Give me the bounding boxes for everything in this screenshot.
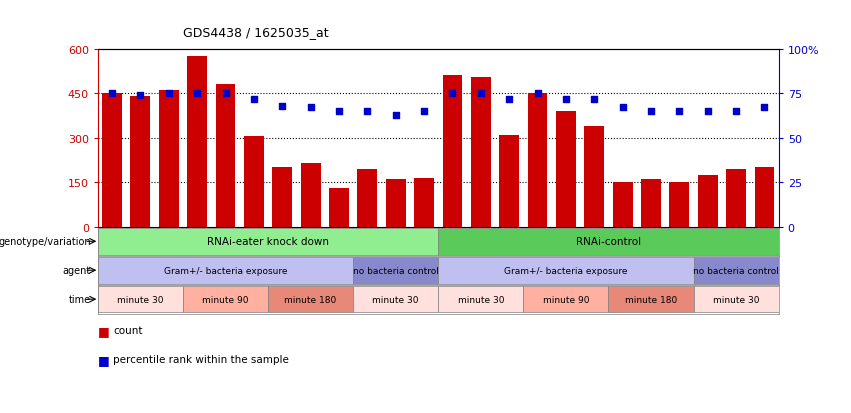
Point: [474, 91, 488, 97]
Point: [446, 91, 460, 97]
Point: [276, 103, 289, 110]
Text: RNAi-eater knock down: RNAi-eater knock down: [207, 237, 329, 247]
Text: percentile rank within the sample: percentile rank within the sample: [113, 354, 289, 364]
Text: minute 180: minute 180: [625, 295, 677, 304]
Bar: [528, 94, 547, 227]
Bar: [471, 78, 491, 227]
Point: [191, 91, 204, 97]
Bar: [329, 189, 349, 227]
Bar: [755, 168, 774, 227]
Bar: [386, 180, 406, 227]
Text: GDS4438 / 1625035_at: GDS4438 / 1625035_at: [183, 26, 328, 39]
Point: [729, 109, 743, 115]
Bar: [641, 180, 661, 227]
Text: minute 30: minute 30: [373, 295, 419, 304]
Text: genotype/variation: genotype/variation: [0, 237, 91, 247]
Bar: [353, 257, 438, 284]
Text: ■: ■: [98, 324, 110, 337]
Point: [757, 105, 771, 112]
Text: minute 90: minute 90: [203, 295, 248, 304]
Point: [672, 109, 686, 115]
Point: [162, 91, 175, 97]
Bar: [698, 176, 717, 227]
Text: RNAi-control: RNAi-control: [576, 237, 641, 247]
Bar: [438, 286, 523, 313]
Point: [502, 96, 516, 102]
Bar: [443, 76, 462, 227]
Bar: [438, 257, 694, 284]
Text: agent: agent: [63, 266, 91, 275]
Bar: [353, 286, 438, 313]
Bar: [694, 257, 779, 284]
Bar: [102, 94, 122, 227]
Bar: [98, 228, 438, 255]
Bar: [98, 286, 183, 313]
Bar: [215, 85, 236, 227]
Text: no bacteria control: no bacteria control: [694, 266, 779, 275]
Text: time: time: [69, 294, 91, 304]
Text: minute 180: minute 180: [284, 295, 337, 304]
Bar: [523, 286, 608, 313]
Bar: [272, 168, 292, 227]
Point: [247, 96, 260, 102]
Point: [701, 109, 715, 115]
Point: [644, 109, 658, 115]
Bar: [613, 183, 632, 227]
Bar: [159, 91, 179, 227]
Point: [332, 109, 346, 115]
Bar: [556, 112, 576, 227]
Point: [106, 91, 119, 97]
Point: [361, 109, 374, 115]
Bar: [670, 183, 689, 227]
Bar: [130, 97, 151, 227]
Point: [559, 96, 573, 102]
Bar: [500, 135, 519, 227]
Bar: [300, 164, 321, 227]
Text: minute 90: minute 90: [543, 295, 589, 304]
Text: Gram+/- bacteria exposure: Gram+/- bacteria exposure: [163, 266, 288, 275]
Point: [587, 96, 601, 102]
Text: minute 30: minute 30: [458, 295, 504, 304]
Bar: [187, 57, 207, 227]
Text: ■: ■: [98, 353, 110, 366]
Bar: [98, 257, 353, 284]
Bar: [268, 286, 353, 313]
Bar: [694, 286, 779, 313]
Point: [531, 91, 545, 97]
Bar: [357, 169, 377, 227]
Point: [616, 105, 630, 112]
Text: minute 30: minute 30: [117, 295, 163, 304]
Point: [417, 109, 431, 115]
Text: no bacteria control: no bacteria control: [353, 266, 438, 275]
Text: count: count: [113, 325, 143, 335]
Point: [219, 91, 232, 97]
Point: [134, 93, 147, 99]
Text: minute 30: minute 30: [713, 295, 759, 304]
Bar: [183, 286, 268, 313]
Bar: [438, 228, 779, 255]
Bar: [585, 126, 604, 227]
Point: [389, 112, 403, 119]
Text: Gram+/- bacteria exposure: Gram+/- bacteria exposure: [504, 266, 628, 275]
Bar: [726, 169, 746, 227]
Bar: [244, 137, 264, 227]
Bar: [414, 178, 434, 227]
Point: [304, 105, 317, 112]
Bar: [608, 286, 694, 313]
